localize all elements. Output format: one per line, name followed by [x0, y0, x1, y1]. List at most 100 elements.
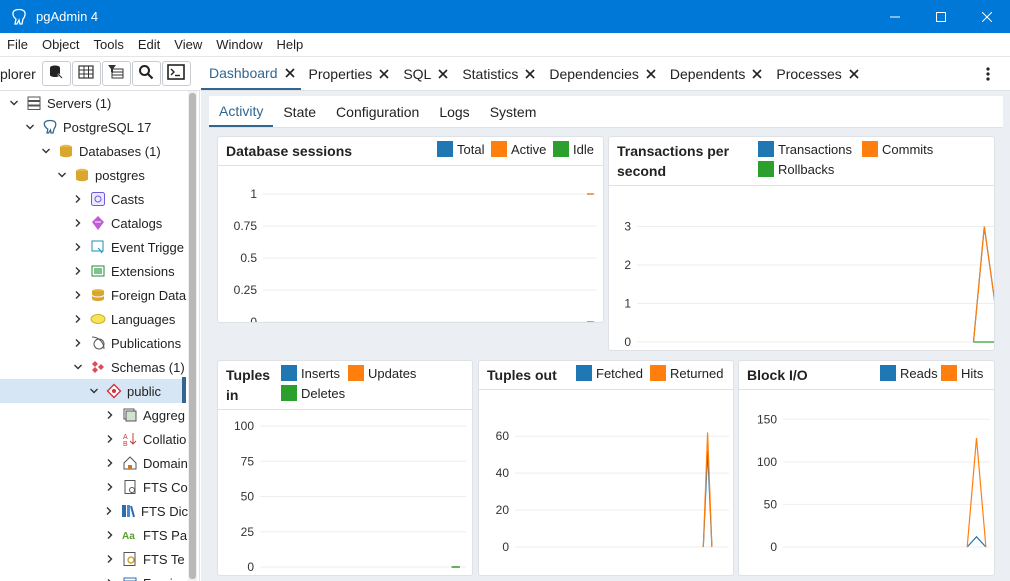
query-tool-button[interactable]	[41, 61, 71, 86]
legend-returned[interactable]: Returned	[650, 365, 723, 381]
chevron-down-icon[interactable]	[8, 97, 20, 109]
tree-node[interactable]: postgres	[0, 163, 188, 187]
menu-tools[interactable]: Tools	[93, 37, 124, 52]
tree-node[interactable]: Languages	[0, 307, 188, 331]
subtab-system[interactable]: System	[489, 103, 537, 120]
tree-node[interactable]: A B Collatio	[0, 427, 188, 451]
chevron-right-icon[interactable]	[104, 481, 116, 493]
legend-active[interactable]: Active	[491, 141, 546, 157]
chevron-right-icon[interactable]	[72, 289, 84, 301]
menu-view[interactable]: View	[174, 37, 203, 52]
tree-node[interactable]: FTS Co	[0, 475, 188, 499]
legend-swatch	[880, 365, 896, 381]
tab-dependents[interactable]: Dependents	[662, 57, 769, 90]
menu-edit[interactable]: Edit	[137, 37, 161, 52]
menu-file[interactable]: File	[7, 37, 28, 52]
legend-reads[interactable]: Reads	[880, 365, 938, 381]
series-line-hits	[966, 437, 987, 548]
close-icon[interactable]	[378, 68, 390, 80]
subtab-activity[interactable]: Activity	[209, 96, 274, 127]
tree-node[interactable]: Foreign	[0, 571, 188, 581]
y-tick-label: 0	[770, 540, 777, 554]
chevron-down-icon[interactable]	[40, 145, 52, 157]
close-icon[interactable]	[284, 67, 296, 79]
y-tick-label: 0	[247, 560, 254, 574]
close-icon[interactable]	[751, 68, 763, 80]
legend-swatch	[553, 141, 569, 157]
tree-node[interactable]: Casts	[0, 187, 188, 211]
search-objects-button[interactable]	[131, 61, 161, 86]
tree-node[interactable]: Domain	[0, 451, 188, 475]
tree-node[interactable]: public	[0, 379, 184, 403]
legend-transactions[interactable]: Transactions	[758, 141, 852, 157]
tab-dependencies[interactable]: Dependencies	[541, 57, 662, 90]
tree-node[interactable]: Aa FTS Pa	[0, 523, 188, 547]
legend-fetched[interactable]: Fetched	[576, 365, 643, 381]
legend-deletes[interactable]: Deletes	[281, 385, 345, 401]
menu-window[interactable]: Window	[216, 37, 263, 52]
tree-node[interactable]: Publications	[0, 331, 188, 355]
chevron-down-icon[interactable]	[24, 121, 36, 133]
psql-tool-button[interactable]	[161, 61, 191, 86]
tree-node[interactable]: Catalogs	[0, 211, 188, 235]
tree-node[interactable]: PostgreSQL 17	[0, 115, 188, 139]
scrollbar-thumb[interactable]	[189, 93, 196, 579]
subtab-state[interactable]: State	[283, 103, 317, 120]
chevron-right-icon[interactable]	[104, 457, 116, 469]
filtered-rows-button[interactable]	[101, 61, 131, 86]
tree-node[interactable]: Servers (1)	[0, 91, 188, 115]
chevron-right-icon[interactable]	[72, 265, 84, 277]
close-icon[interactable]	[437, 68, 449, 80]
chevron-right-icon[interactable]	[72, 193, 84, 205]
tree-node[interactable]: FTS Te	[0, 547, 188, 571]
maximize-button[interactable]	[918, 0, 964, 33]
tab-processes[interactable]: Processes	[768, 57, 864, 90]
close-icon[interactable]	[524, 68, 536, 80]
chevron-down-icon[interactable]	[56, 169, 68, 181]
tab-label: Properties	[308, 65, 373, 82]
chevron-right-icon[interactable]	[104, 553, 116, 565]
close-window-button[interactable]	[964, 0, 1010, 33]
tab-label: Dashboard	[209, 64, 278, 81]
legend-hits[interactable]: Hits	[941, 365, 983, 381]
subtab-logs[interactable]: Logs	[439, 103, 470, 120]
close-icon[interactable]	[645, 68, 657, 80]
tree-node[interactable]: Aggreg	[0, 403, 188, 427]
tree-node[interactable]: Databases (1)	[0, 139, 188, 163]
tab-properties[interactable]: Properties	[301, 57, 396, 90]
legend-rollbacks[interactable]: Rollbacks	[758, 161, 834, 177]
tree-node[interactable]: FTS Dic	[0, 499, 188, 523]
tree-node[interactable]: Foreign Data	[0, 283, 188, 307]
legend-inserts[interactable]: Inserts	[281, 365, 340, 381]
tree-node[interactable]: Schemas (1)	[0, 355, 188, 379]
tree-node[interactable]: Event Trigge	[0, 235, 188, 259]
chevron-right-icon[interactable]	[104, 409, 116, 421]
legend-idle[interactable]: Idle	[553, 141, 594, 157]
tree-scrollbar[interactable]	[188, 91, 197, 581]
tab-sql[interactable]: SQL	[395, 57, 454, 90]
chevron-right-icon[interactable]	[104, 577, 116, 581]
chevron-right-icon[interactable]	[72, 241, 84, 253]
tab-dashboard[interactable]: Dashboard	[201, 57, 301, 90]
chevron-right-icon[interactable]	[72, 337, 84, 349]
tab-statistics[interactable]: Statistics	[454, 57, 541, 90]
subtab-configuration[interactable]: Configuration	[336, 103, 420, 120]
menu-object[interactable]: Object	[41, 37, 80, 52]
tree-node[interactable]: Extensions	[0, 259, 188, 283]
chevron-right-icon[interactable]	[104, 433, 116, 445]
chevron-down-icon[interactable]	[72, 361, 84, 373]
close-icon[interactable]	[848, 68, 860, 80]
legend-commits[interactable]: Commits	[862, 141, 933, 157]
chevron-right-icon[interactable]	[104, 529, 116, 541]
chevron-right-icon[interactable]	[72, 313, 84, 325]
legend-total[interactable]: Total	[437, 141, 484, 157]
view-data-button[interactable]	[71, 61, 101, 86]
chevron-right-icon[interactable]	[104, 505, 114, 517]
minimize-button[interactable]	[872, 0, 918, 33]
chevron-down-icon[interactable]	[88, 385, 100, 397]
chevron-right-icon[interactable]	[72, 217, 84, 229]
more-options-icon[interactable]	[980, 65, 996, 83]
menu-help[interactable]: Help	[276, 37, 304, 52]
legend-updates[interactable]: Updates	[348, 365, 416, 381]
y-tick-label: 0.5	[240, 251, 257, 265]
